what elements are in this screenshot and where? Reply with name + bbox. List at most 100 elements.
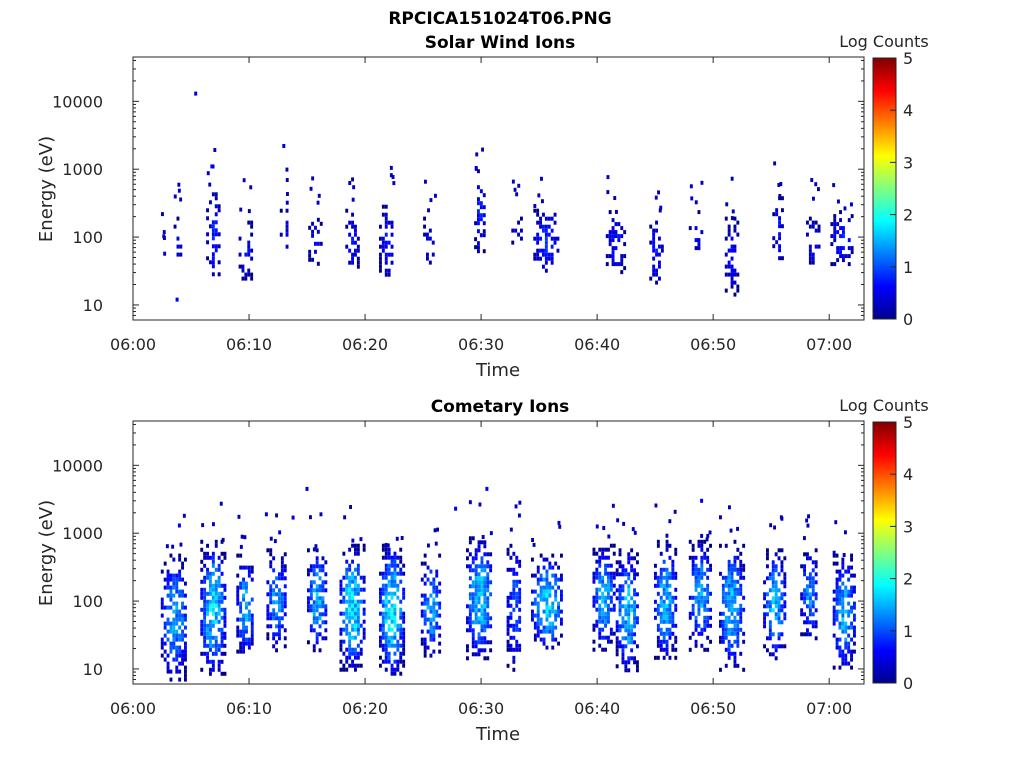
spectrogram-cell xyxy=(387,571,391,576)
spectrogram-cell xyxy=(665,607,669,612)
spectrogram-cell xyxy=(236,589,240,594)
spectrogram-cell xyxy=(209,260,212,265)
spectrogram-cell xyxy=(438,613,442,618)
spectrogram-cell xyxy=(220,571,224,576)
spectrogram-cell xyxy=(362,587,366,592)
spectrogram-cell xyxy=(700,555,704,560)
spectrogram-cell xyxy=(515,595,519,600)
spectrogram-cell xyxy=(223,551,227,556)
spectrogram-cell xyxy=(780,548,784,553)
spectrogram-cell xyxy=(359,537,363,542)
spectrogram-cell xyxy=(592,627,596,632)
spectrogram-cell xyxy=(768,620,772,625)
x-tick-label: 07:00 xyxy=(806,335,852,354)
spectrogram-cell xyxy=(839,250,842,255)
spectrogram-cell xyxy=(668,635,672,640)
spectrogram-cell xyxy=(206,627,209,632)
spectrogram-cell xyxy=(542,212,545,217)
spectrogram-cell xyxy=(533,625,537,630)
spectrogram-cell xyxy=(480,624,484,629)
spectrogram-cell xyxy=(536,240,540,245)
spectrogram-cell xyxy=(630,628,634,633)
spectrogram-cell xyxy=(220,627,224,632)
spectrogram-cell xyxy=(432,605,436,610)
spectrogram-cell xyxy=(479,205,483,210)
spectrogram-cell xyxy=(730,567,734,572)
spectrogram-cell xyxy=(598,587,602,592)
spectrogram-cell xyxy=(733,599,737,604)
spectrogram-cell xyxy=(547,252,551,257)
spectrogram-cell xyxy=(339,639,343,644)
spectrogram-cell xyxy=(477,572,481,577)
spectrogram-cell xyxy=(709,543,712,548)
spectrogram-cell xyxy=(402,563,406,568)
spectrogram-cell xyxy=(250,613,254,618)
spectrogram-cell xyxy=(318,596,322,601)
spectrogram-cell xyxy=(160,605,164,610)
spectrogram-cell xyxy=(169,553,173,558)
spectrogram-cell xyxy=(551,553,555,558)
spectrogram-cell xyxy=(601,599,605,604)
spectrogram-cell xyxy=(312,588,316,593)
spectrogram-cell xyxy=(402,651,406,656)
spectrogram-cell xyxy=(211,607,215,612)
spectrogram-cell xyxy=(179,252,183,257)
spectrogram-cell xyxy=(727,639,731,644)
spectrogram-cell xyxy=(518,643,522,648)
spectrogram-cell xyxy=(671,619,675,624)
spectrogram-cell xyxy=(780,604,784,609)
spectrogram-cell xyxy=(184,581,187,586)
spectrogram-cell xyxy=(706,591,710,596)
spectrogram-cell xyxy=(853,617,856,622)
spectrogram-cell xyxy=(506,595,510,600)
spectrogram-cell xyxy=(211,232,215,237)
spectrogram-cell xyxy=(169,605,173,610)
spectrogram-cell xyxy=(548,625,552,630)
spectrogram-cell xyxy=(721,595,725,600)
spectrogram-cell xyxy=(321,596,325,601)
spectrogram-cell xyxy=(356,623,360,628)
spectrogram-cell xyxy=(209,599,212,604)
spectrogram-cell xyxy=(838,653,842,658)
spectrogram-cell xyxy=(348,181,352,185)
spectrogram-cell xyxy=(275,612,278,617)
spectrogram-cell xyxy=(601,551,605,556)
spectrogram-cell xyxy=(242,649,245,654)
spectrogram-cell xyxy=(557,577,560,582)
spectrogram-cell xyxy=(618,604,622,609)
spectrogram-cell xyxy=(662,615,666,620)
spectrogram-cell xyxy=(536,613,540,618)
spectrogram-cell xyxy=(691,555,695,560)
spectrogram-cell xyxy=(390,671,394,676)
spectrogram-cell xyxy=(606,175,610,180)
spectrogram-cell xyxy=(601,635,605,640)
spectrogram-cell xyxy=(486,600,490,605)
spectrogram-cell xyxy=(428,236,432,241)
spectrogram-cell xyxy=(627,624,631,629)
spectrogram-cell xyxy=(618,612,622,617)
spectrogram-cell xyxy=(706,583,710,588)
spectrogram-cell xyxy=(396,595,400,600)
spectrogram-cell xyxy=(242,585,245,590)
spectrogram-cell xyxy=(220,643,224,648)
spectrogram-cell xyxy=(342,599,346,604)
spectrogram-cell xyxy=(739,551,743,556)
spectrogram-cell xyxy=(656,639,660,644)
spectrogram-cell xyxy=(607,575,610,580)
spectrogram-cell xyxy=(694,238,698,243)
spectrogram-cell xyxy=(727,631,731,636)
spectrogram-cell xyxy=(348,643,352,648)
spectrogram-cell xyxy=(312,600,316,605)
spectrogram-cell xyxy=(245,637,248,642)
spectrogram-cell xyxy=(806,628,809,633)
spectrogram-cell xyxy=(356,619,360,624)
spectrogram-cell xyxy=(665,627,669,632)
spectrogram-cell xyxy=(429,653,433,658)
spectrogram-cell xyxy=(724,595,728,600)
spectrogram-cell xyxy=(771,568,775,573)
spectrogram-cell xyxy=(536,565,540,570)
spectrogram-cell xyxy=(847,577,851,582)
spectrogram-cell xyxy=(424,179,427,184)
spectrogram-cell xyxy=(604,587,607,592)
spectrogram-cell xyxy=(668,543,672,548)
